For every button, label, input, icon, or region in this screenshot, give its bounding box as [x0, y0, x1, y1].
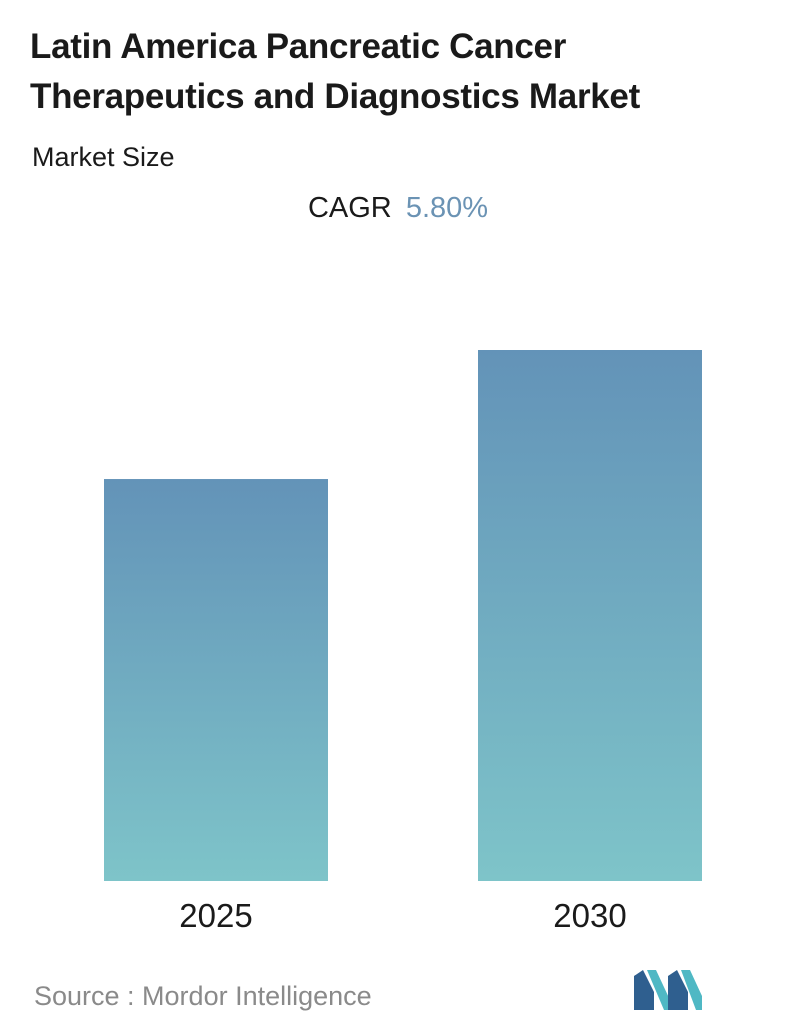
bar-chart: 2025 2030	[104, 350, 702, 934]
x-axis-ticks: 2025 2030	[179, 897, 626, 934]
cagr-value: 5.80%	[405, 192, 489, 224]
cagr-label: CAGR	[307, 192, 392, 224]
bar-2025	[104, 479, 328, 881]
chart-title: Latin America Pancreatic Cancer Therapeu…	[30, 27, 640, 116]
x-tick-label-2025: 2025	[179, 897, 252, 934]
cagr-display: CAGR 5.80%	[0, 188, 796, 228]
mordor-intelligence-logo	[634, 970, 702, 1010]
bar-2030	[478, 350, 702, 881]
x-tick-label-2030: 2030	[553, 897, 626, 934]
source-credit: Source : Mordor Intelligence	[34, 981, 372, 1011]
bars-group	[104, 350, 702, 881]
chart-subtitle: Market Size	[32, 142, 175, 172]
